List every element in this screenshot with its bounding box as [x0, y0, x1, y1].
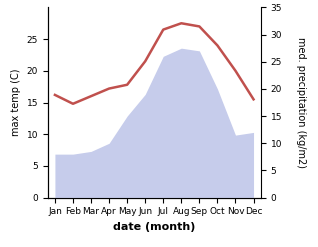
X-axis label: date (month): date (month): [113, 222, 196, 232]
Y-axis label: med. precipitation (kg/m2): med. precipitation (kg/m2): [296, 37, 306, 168]
Y-axis label: max temp (C): max temp (C): [11, 69, 21, 136]
